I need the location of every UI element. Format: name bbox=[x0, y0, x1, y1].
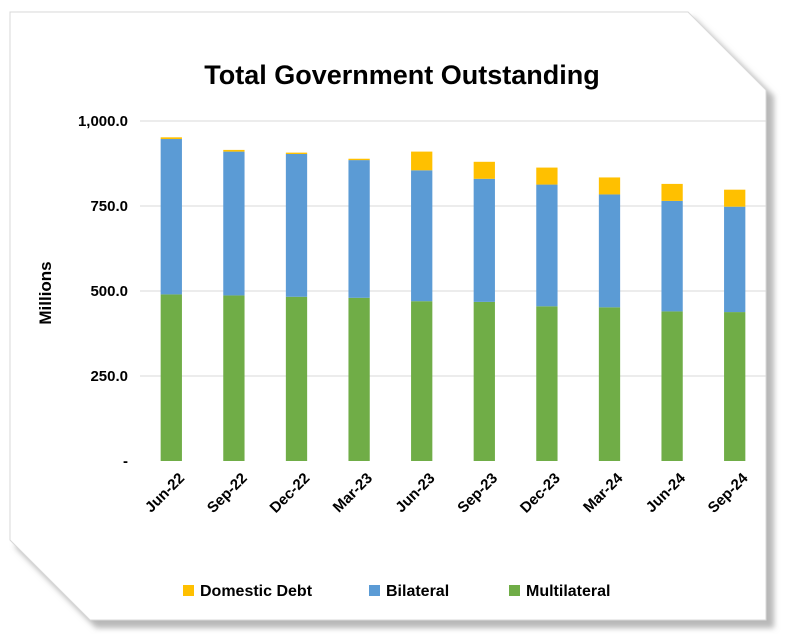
legend-swatch-domestic-debt bbox=[183, 585, 194, 596]
bar-bilateral-sep-23 bbox=[473, 178, 495, 302]
y-tick-label: - bbox=[123, 453, 128, 470]
bar-multilateral-jun-23 bbox=[411, 301, 433, 461]
bar-multilateral-sep-24 bbox=[724, 312, 746, 461]
bar-multilateral-jun-24 bbox=[661, 311, 683, 461]
x-tick-label: Sep-22 bbox=[204, 470, 251, 517]
x-tick-label: Sep-23 bbox=[454, 470, 501, 517]
bar-domestic-debt-mar-24 bbox=[598, 177, 621, 195]
bar-multilateral-dec-23 bbox=[536, 306, 558, 461]
x-tick-label: Mar-24 bbox=[580, 469, 627, 516]
y-axis-label: Millions bbox=[36, 261, 55, 324]
y-tick-label: 1,000.0 bbox=[78, 113, 128, 130]
bar-domestic-debt-mar-23 bbox=[348, 158, 370, 161]
bar-domestic-debt-jun-24 bbox=[661, 183, 683, 201]
x-tick-label: Jun-23 bbox=[392, 470, 438, 516]
bar-domestic-debt-jun-22 bbox=[160, 137, 182, 140]
legend-label-multilateral: Multilateral bbox=[526, 583, 610, 600]
x-tick-label: Jun-22 bbox=[142, 470, 188, 516]
legend-label-bilateral: Bilateral bbox=[386, 583, 449, 600]
bar-bilateral-jun-23 bbox=[411, 170, 433, 302]
bar-bilateral-dec-22 bbox=[285, 153, 308, 297]
bar-bilateral-dec-23 bbox=[536, 184, 558, 307]
y-tick-label: 250.0 bbox=[90, 368, 128, 385]
legend: Domestic Debt Bilateral Multilateral bbox=[183, 583, 610, 600]
bar-domestic-debt-dec-22 bbox=[285, 152, 308, 154]
bar-bilateral-jun-24 bbox=[661, 200, 683, 312]
bar-bilateral-jun-22 bbox=[160, 139, 182, 295]
x-axis-ticks: Jun-22 Sep-22 Dec-22 Mar-23 Jun-23 Sep-23 Dec-… bbox=[142, 469, 752, 516]
chart-title: Total Government Outstanding bbox=[204, 60, 600, 90]
bar-bilateral-sep-22 bbox=[223, 151, 245, 296]
x-tick-label: Dec-22 bbox=[267, 470, 314, 517]
bar-multilateral-jun-22 bbox=[160, 294, 182, 461]
bar-domestic-debt-jun-23 bbox=[411, 151, 433, 171]
bar-domestic-debt-sep-23 bbox=[473, 161, 495, 179]
bar-multilateral-mar-23 bbox=[348, 297, 370, 461]
bar-bilateral-mar-24 bbox=[598, 194, 621, 308]
bar-domestic-debt-sep-24 bbox=[724, 189, 746, 207]
bar-multilateral-mar-24 bbox=[598, 307, 621, 461]
bar-multilateral-sep-23 bbox=[473, 301, 495, 461]
bars bbox=[160, 137, 746, 461]
x-tick-label: Dec-23 bbox=[517, 470, 564, 517]
x-tick-label: Mar-23 bbox=[330, 470, 376, 516]
bar-multilateral-dec-22 bbox=[285, 296, 308, 461]
y-axis-ticks: - 250.0 500.0 750.0 1,000.0 bbox=[78, 113, 128, 470]
bar-multilateral-sep-22 bbox=[223, 295, 245, 461]
legend-swatch-multilateral bbox=[509, 585, 520, 596]
legend-label-domestic-debt: Domestic Debt bbox=[200, 583, 313, 600]
bar-bilateral-mar-23 bbox=[348, 160, 370, 298]
x-tick-label: Sep-24 bbox=[705, 469, 752, 516]
legend-swatch-bilateral bbox=[369, 585, 380, 596]
y-tick-label: 750.0 bbox=[90, 198, 128, 215]
y-tick-label: 500.0 bbox=[90, 283, 128, 300]
bar-bilateral-sep-24 bbox=[724, 206, 746, 313]
bar-domestic-debt-dec-23 bbox=[536, 167, 558, 185]
x-tick-label: Jun-24 bbox=[643, 469, 690, 516]
bar-domestic-debt-sep-22 bbox=[223, 149, 245, 152]
